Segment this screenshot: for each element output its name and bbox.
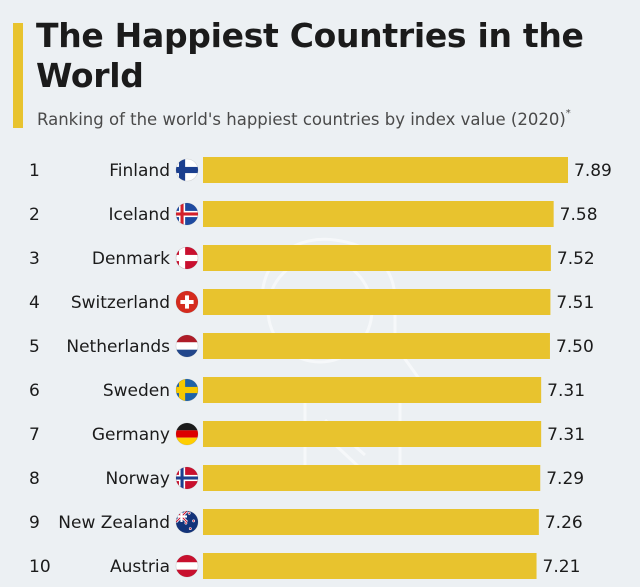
subtitle-footnote-mark: *	[565, 108, 571, 119]
bar	[203, 157, 568, 183]
value-label: 7.26	[545, 513, 583, 533]
sweden-flag-icon	[175, 378, 199, 402]
title-accent-bar	[13, 23, 23, 128]
rank-label: 1	[29, 161, 40, 181]
bar	[203, 245, 551, 271]
norway-flag-icon	[175, 466, 199, 490]
rank-label: 9	[29, 513, 40, 533]
rank-label: 5	[29, 337, 40, 357]
value-label: 7.52	[557, 249, 595, 269]
bar	[203, 465, 541, 491]
chart-subtitle: Ranking of the world's happiest countrie…	[37, 108, 637, 129]
value-label: 7.50	[556, 337, 594, 357]
denmark-flag-icon	[175, 246, 199, 270]
country-label: Iceland	[108, 205, 170, 225]
country-label: Denmark	[92, 249, 170, 269]
country-label: Norway	[106, 469, 171, 489]
bar	[203, 553, 537, 579]
country-label: New Zealand	[58, 513, 170, 533]
country-label: Sweden	[103, 381, 170, 401]
value-label: 7.29	[546, 469, 584, 489]
netherlands-flag-icon	[175, 334, 199, 358]
rank-label: 4	[29, 293, 40, 313]
bar-row: 7 Germany 7.31	[29, 421, 585, 447]
bar-row: 8 Norway 7.29	[29, 465, 584, 491]
bar	[203, 377, 542, 403]
bar-row: 2 Iceland 7.58	[29, 201, 598, 227]
subtitle-text: Ranking of the world's happiest countrie…	[37, 110, 566, 129]
bar	[203, 509, 539, 535]
bar-rows: 1 Finland 7.89 2 Iceland 7.58 3 Denmark 7.52 4 Swi…	[29, 157, 612, 579]
rank-label: 10	[29, 557, 51, 577]
country-label: Netherlands	[66, 337, 170, 357]
bar-row: 10 Austria 7.21	[29, 553, 580, 579]
germany-flag-icon	[175, 422, 199, 446]
value-label: 7.89	[574, 161, 612, 181]
country-label: Austria	[110, 557, 170, 577]
rank-label: 8	[29, 469, 40, 489]
finland-flag-icon	[175, 158, 199, 182]
chart-title: The Happiest Countries in the World	[36, 16, 584, 95]
rank-label: 6	[29, 381, 40, 401]
country-label: Germany	[92, 425, 170, 445]
value-label: 7.58	[560, 205, 598, 225]
value-label: 7.31	[547, 381, 585, 401]
bar	[203, 333, 550, 359]
value-label: 7.31	[547, 425, 585, 445]
bar-row: 1 Finland 7.89	[29, 157, 612, 183]
bar	[203, 421, 542, 447]
austria-flag-icon	[175, 554, 199, 578]
rank-label: 2	[29, 205, 40, 225]
bar	[203, 289, 551, 315]
bar-row: 5 Netherlands 7.50	[29, 333, 594, 359]
country-label: Switzerland	[71, 293, 170, 313]
bar-row: 6 Sweden 7.31	[29, 377, 585, 403]
bar-row: 3 Denmark 7.52	[29, 245, 595, 271]
value-label: 7.21	[543, 557, 581, 577]
bar-row: 4 Switzerland 7.51	[29, 289, 594, 315]
iceland-flag-icon	[175, 202, 199, 226]
switzerland-flag-icon	[175, 290, 199, 314]
rank-label: 3	[29, 249, 40, 269]
bar	[203, 201, 554, 227]
value-label: 7.51	[556, 293, 594, 313]
bar-row: 9 New Zealand 7.26	[29, 509, 583, 535]
rank-label: 7	[29, 425, 40, 445]
new-zealand-flag-icon	[175, 510, 199, 534]
country-label: Finland	[109, 161, 170, 181]
